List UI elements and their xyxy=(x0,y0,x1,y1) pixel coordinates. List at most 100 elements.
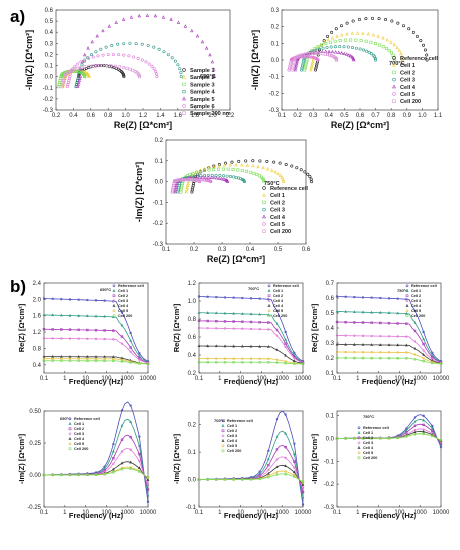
data-point xyxy=(335,34,339,38)
x-tick-label: 0.1 xyxy=(195,376,204,382)
legend-marker xyxy=(357,445,361,449)
legend-marker xyxy=(405,303,409,307)
data-point xyxy=(60,328,63,331)
data-point xyxy=(173,59,177,63)
y-tick-label: -0.1 xyxy=(153,200,164,206)
data-point xyxy=(138,351,141,355)
data-point xyxy=(294,63,298,68)
legend-marker xyxy=(392,56,396,60)
data-point xyxy=(120,360,124,363)
x-tick-label: 0.1 xyxy=(40,376,49,382)
y-tick-label: -0.1 xyxy=(43,86,54,92)
data-point xyxy=(275,448,279,451)
data-point xyxy=(275,435,279,438)
series-line xyxy=(336,433,442,441)
data-point xyxy=(327,49,331,53)
data-point xyxy=(361,356,365,360)
data-point xyxy=(266,344,270,348)
series-line xyxy=(336,351,442,364)
data-point xyxy=(387,311,391,314)
y-axis-label: -Im(Z) [Ω*cm²] xyxy=(134,162,144,222)
data-point xyxy=(112,359,115,363)
data-point xyxy=(275,458,279,461)
series-7 xyxy=(170,178,202,194)
x-tick-label: 1 xyxy=(356,510,360,516)
data-point xyxy=(60,337,63,340)
data-point xyxy=(287,68,291,72)
data-point xyxy=(184,189,188,194)
data-point xyxy=(249,312,253,316)
data-point xyxy=(103,329,106,332)
y-tick-label: 0.3 xyxy=(45,41,54,47)
series-line xyxy=(198,296,304,362)
data-point xyxy=(385,47,389,51)
legend-marker xyxy=(357,456,361,460)
data-point xyxy=(413,433,417,436)
legend-entry: Cell 200 xyxy=(270,229,291,235)
data-point xyxy=(317,47,321,51)
data-point xyxy=(206,175,211,179)
data-point xyxy=(291,64,295,68)
data-point xyxy=(166,53,170,57)
data-point xyxy=(75,66,79,70)
x-tick-label: 0.3 xyxy=(309,113,318,119)
series-line xyxy=(336,296,442,362)
data-point xyxy=(60,473,63,477)
x-tick-label: 100 xyxy=(101,376,112,382)
data-point xyxy=(217,176,221,180)
legend-marker xyxy=(221,434,225,438)
data-point xyxy=(415,34,419,38)
data-point xyxy=(422,429,426,433)
data-point xyxy=(301,60,305,64)
data-point xyxy=(290,68,294,72)
x-tick-label: 10000 xyxy=(433,376,450,382)
data-point xyxy=(333,39,337,43)
x-tick-label: 1000 xyxy=(121,376,135,382)
data-point xyxy=(413,309,417,313)
temperature-label: 650°C xyxy=(100,287,111,292)
data-point xyxy=(186,179,191,183)
y-tick-label: -0.3 xyxy=(153,242,164,248)
data-point xyxy=(215,319,218,323)
data-point xyxy=(400,54,404,59)
data-point xyxy=(350,46,354,50)
data-point xyxy=(275,470,279,474)
data-point xyxy=(157,47,161,51)
y-tick-label: 0.4 xyxy=(188,353,197,359)
legend-entry: Cell 200 xyxy=(118,314,132,318)
data-point xyxy=(422,357,425,360)
series-line xyxy=(43,298,149,362)
data-point xyxy=(378,43,382,47)
legend-entry: Cell 1 xyxy=(118,289,128,293)
data-point xyxy=(138,358,141,361)
data-point xyxy=(206,311,210,314)
data-point xyxy=(206,295,209,299)
data-point xyxy=(369,52,373,56)
data-point xyxy=(387,335,391,338)
data-point xyxy=(293,466,296,469)
legend-entry: Sample 5 xyxy=(190,97,215,103)
legend-marker xyxy=(68,432,72,436)
plot-frame xyxy=(43,410,149,508)
data-point xyxy=(207,168,211,172)
data-point xyxy=(112,471,115,474)
data-point xyxy=(278,173,283,177)
data-point xyxy=(365,49,369,53)
x-tick-label: 0.4 xyxy=(325,113,334,119)
data-point xyxy=(413,346,417,350)
x-tick-label: 1000 xyxy=(276,510,290,516)
data-point xyxy=(77,359,80,362)
data-point xyxy=(330,49,335,54)
data-point xyxy=(214,311,218,315)
data-point xyxy=(94,50,98,54)
legend-marker xyxy=(262,200,266,205)
series-4 xyxy=(42,447,150,486)
data-point xyxy=(275,309,279,313)
legend-entry: Cell 2 xyxy=(411,294,421,298)
data-point xyxy=(315,62,319,66)
data-point xyxy=(310,63,314,68)
x-tick-label: 100 xyxy=(101,510,112,516)
data-point xyxy=(203,175,208,179)
data-point xyxy=(120,323,124,327)
data-point xyxy=(320,43,324,47)
